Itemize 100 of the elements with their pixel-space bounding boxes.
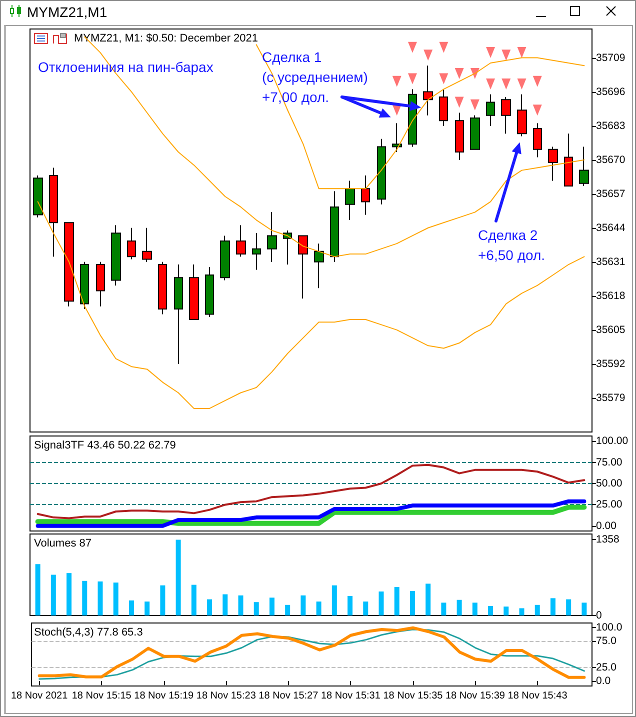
point xyxy=(502,50,511,61)
y-tick-label: 25.0 xyxy=(596,662,617,674)
bar xyxy=(222,594,228,616)
line-series xyxy=(37,201,585,409)
candlestick xyxy=(80,261,89,310)
y-tick-label: 35618 xyxy=(596,290,626,302)
candlestick xyxy=(455,112,464,160)
bar xyxy=(566,599,572,616)
bar xyxy=(441,602,446,616)
x-tick-label: 18 Nov 15:31 xyxy=(320,690,381,702)
bar xyxy=(238,595,244,616)
chart-title: Volumes 87 xyxy=(34,538,92,550)
candlestick xyxy=(517,94,527,137)
x-tick-label: 18 Nov 15:43 xyxy=(508,690,568,702)
point xyxy=(408,73,417,84)
bar xyxy=(332,585,337,616)
point xyxy=(517,47,526,58)
candlestick xyxy=(564,133,573,187)
y-tick-label: 1358 xyxy=(596,534,620,546)
point xyxy=(517,78,526,90)
point xyxy=(532,104,542,116)
bar xyxy=(582,602,587,616)
point xyxy=(392,76,402,87)
candlestick xyxy=(111,224,121,286)
bar xyxy=(269,598,274,616)
bar xyxy=(50,574,56,616)
bar xyxy=(534,604,540,616)
point xyxy=(424,50,433,61)
candlestick xyxy=(220,235,230,281)
line-series xyxy=(36,464,586,520)
y-tick-label: 35657 xyxy=(596,188,626,200)
y-tick-label: 100.00 xyxy=(596,435,628,448)
x-tick-label: 18 Nov 15:39 xyxy=(445,690,506,702)
chart-title: Signal3TF 43.46 50.22 62.79 xyxy=(34,440,176,452)
bar xyxy=(316,602,322,616)
y-tick-label: 75.0 xyxy=(596,634,617,647)
candlestick xyxy=(189,264,199,320)
candlestick xyxy=(486,94,495,126)
bar xyxy=(176,540,181,616)
bar xyxy=(300,595,306,616)
bar xyxy=(191,584,196,616)
bar xyxy=(456,600,462,616)
candlestick xyxy=(174,264,183,364)
candlestick xyxy=(533,122,542,158)
candlestick xyxy=(158,261,167,315)
point xyxy=(439,73,448,84)
y-tick-label: 0 xyxy=(596,610,602,622)
candlestick xyxy=(267,212,277,262)
bar xyxy=(472,602,478,616)
x-tick-label: 18 Nov 15:19 xyxy=(134,690,194,702)
bar xyxy=(504,606,509,616)
x-tick-label: 18 Nov 15:27 xyxy=(258,690,319,702)
y-tick-label: 35605 xyxy=(596,324,626,336)
chart-title: Stoch(5,4,3) 77.8 65.3 xyxy=(34,626,143,638)
x-tick-label: 18 Nov 15:35 xyxy=(383,690,444,702)
x-tick-label: 18 Nov 15:23 xyxy=(196,690,256,702)
chart-title: MYMZ21,M1 xyxy=(27,3,108,21)
candlestick xyxy=(314,243,324,289)
candlestick xyxy=(470,114,480,150)
y-tick-label: 75.00 xyxy=(596,456,622,468)
candlestick xyxy=(345,180,355,221)
candlestick xyxy=(236,224,246,258)
point xyxy=(532,76,542,87)
y-tick-label: 35631 xyxy=(596,256,626,268)
candlestick xyxy=(33,175,43,218)
bar xyxy=(285,604,290,616)
bar xyxy=(410,590,415,616)
bar xyxy=(35,564,40,616)
bar xyxy=(66,573,72,616)
y-tick-label: 0.0 xyxy=(596,675,611,688)
point xyxy=(486,47,496,58)
bar xyxy=(348,596,353,616)
y-tick-label: 35644 xyxy=(596,222,626,234)
point xyxy=(408,42,417,53)
candlestick xyxy=(423,65,433,116)
point xyxy=(502,78,511,90)
candlestick xyxy=(439,88,448,126)
bar xyxy=(82,580,88,616)
point xyxy=(454,96,464,108)
y-tick-label: 35592 xyxy=(596,358,626,370)
annotation: Сделка 2 +6,50 дол. xyxy=(478,227,546,263)
y-tick-label: 35579 xyxy=(596,392,626,404)
bar xyxy=(254,602,259,616)
point xyxy=(454,68,464,79)
candlestick xyxy=(298,235,308,300)
candlestick xyxy=(361,175,370,216)
bar xyxy=(394,587,400,616)
bar xyxy=(488,606,494,616)
point xyxy=(439,42,448,53)
line-series xyxy=(256,44,585,190)
candlestick xyxy=(205,266,214,318)
bar xyxy=(128,600,134,616)
bar xyxy=(378,591,384,616)
y-tick-label: 35670 xyxy=(596,154,626,166)
candlestick xyxy=(501,96,511,134)
candlestick xyxy=(142,227,152,262)
bar xyxy=(207,599,212,616)
bar xyxy=(98,581,103,616)
candlestick xyxy=(330,190,339,262)
line-series xyxy=(36,499,586,528)
